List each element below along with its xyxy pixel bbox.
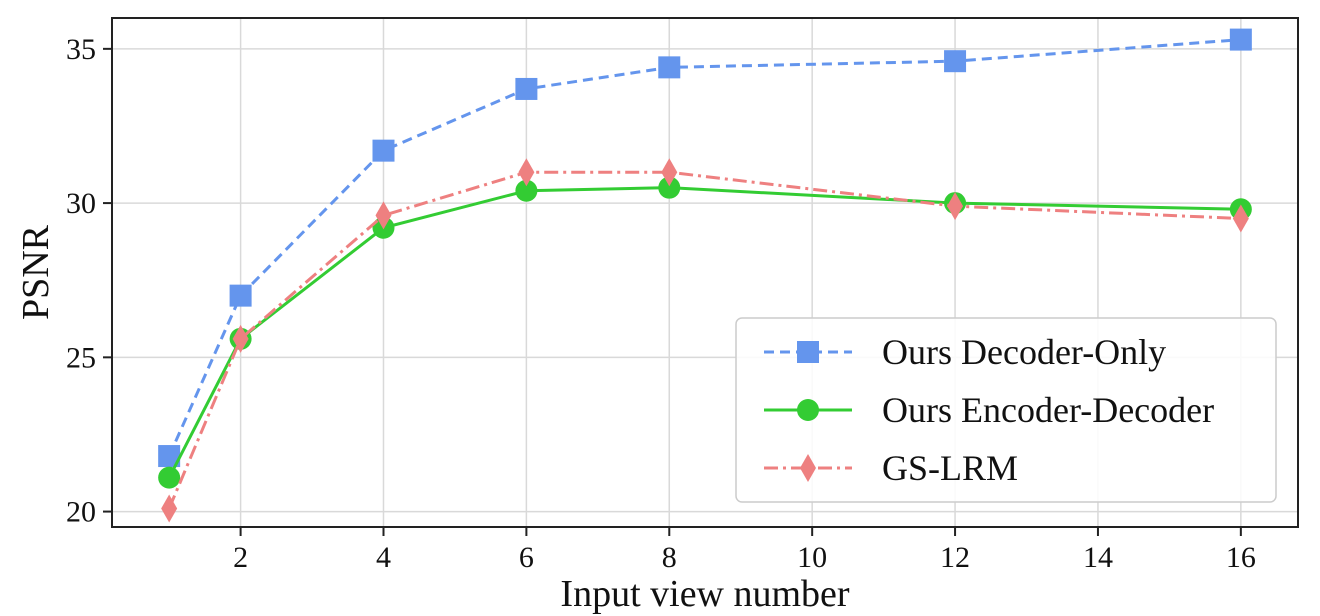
legend: Ours Decoder-Only Ours Encoder-Decoder GS-…	[735, 317, 1277, 503]
data-point	[658, 176, 681, 199]
data-point	[375, 201, 392, 230]
y-tick-label: 35	[66, 33, 96, 66]
x-tick-label: 6	[519, 541, 534, 574]
y-axis-ticks: 20 25 30 35	[66, 33, 112, 529]
data-point	[515, 77, 538, 100]
legend-marker	[797, 341, 819, 363]
series-ours-decoder-only	[158, 28, 1252, 468]
y-tick-label: 20	[66, 496, 96, 529]
x-tick-label: 8	[662, 541, 677, 574]
legend-marker	[797, 399, 819, 421]
data-point	[1232, 204, 1249, 233]
data-point	[658, 56, 681, 79]
legend-marker	[800, 454, 816, 482]
data-point	[372, 139, 395, 162]
legend-label: Ours Decoder-Only	[882, 332, 1166, 372]
legend-box	[735, 317, 1277, 503]
legend-label: GS-LRM	[882, 448, 1018, 488]
data-point	[944, 50, 967, 73]
legend-item: GS-LRM	[764, 448, 1018, 488]
data-point	[158, 466, 181, 489]
data-point	[1229, 28, 1252, 51]
series-gs-lrm	[161, 158, 1249, 523]
x-axis-ticks: 2 4 6 8 10 12 14 16	[233, 527, 1256, 574]
data-point	[232, 324, 249, 353]
x-tick-label: 14	[1083, 541, 1113, 574]
data-point	[515, 179, 538, 202]
data-point	[518, 158, 535, 187]
x-tick-label: 16	[1226, 541, 1256, 574]
legend-item: Ours Encoder-Decoder	[764, 390, 1214, 430]
data-point	[158, 445, 181, 468]
y-axis-label: PSNR	[15, 224, 57, 320]
x-tick-label: 12	[940, 541, 970, 574]
legend-item: Ours Decoder-Only	[764, 332, 1166, 372]
plot-frame	[111, 17, 1299, 528]
y-tick-label: 25	[66, 341, 96, 374]
data-point	[947, 192, 964, 221]
data-point	[161, 494, 178, 523]
y-tick-label: 30	[66, 187, 96, 220]
legend-label: Ours Encoder-Decoder	[882, 390, 1214, 430]
x-axis-label: Input view number	[560, 573, 850, 615]
data-point	[661, 158, 678, 187]
x-tick-label: 2	[233, 541, 248, 574]
data-point	[229, 284, 252, 307]
x-tick-label: 4	[376, 541, 391, 574]
series-layer	[158, 28, 1252, 523]
x-tick-label: 10	[797, 541, 827, 574]
